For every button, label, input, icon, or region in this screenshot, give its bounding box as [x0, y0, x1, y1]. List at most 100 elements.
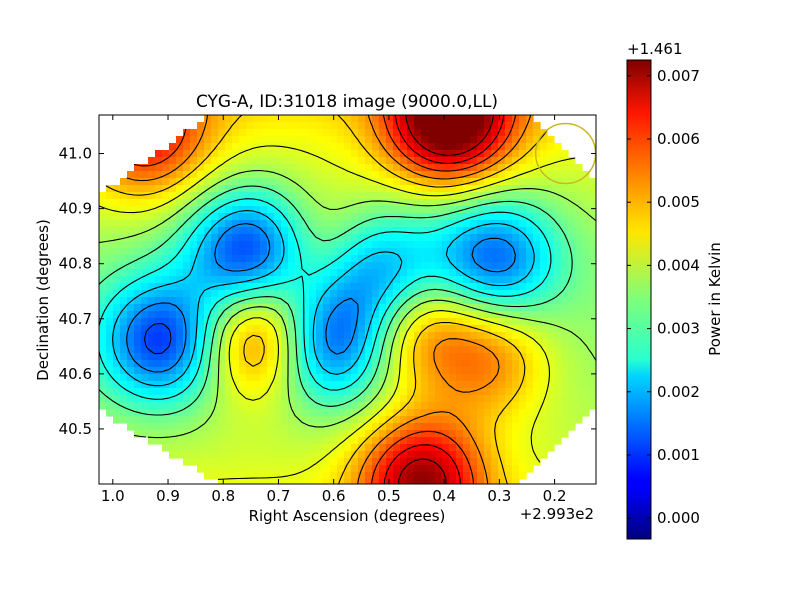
- heatmap-cell: [127, 395, 135, 403]
- heatmap-cell: [463, 122, 471, 130]
- heatmap-cell: [505, 157, 513, 165]
- heatmap-cell: [302, 430, 310, 438]
- heatmap-cell: [281, 444, 289, 452]
- heatmap-cell: [344, 192, 352, 200]
- heatmap-cell: [386, 157, 394, 165]
- heatmap-cell: [561, 290, 569, 298]
- heatmap-cell: [246, 234, 254, 242]
- heatmap-cell: [512, 122, 520, 130]
- heatmap-cell: [330, 367, 338, 375]
- heatmap-cell: [246, 318, 254, 326]
- heatmap-cell: [407, 353, 415, 361]
- heatmap-cell: [372, 381, 380, 389]
- heatmap-cell: [386, 199, 394, 207]
- heatmap-cell: [295, 227, 303, 235]
- heatmap-cell: [435, 423, 443, 431]
- heatmap-cell: [148, 199, 156, 207]
- heatmap-cell: [330, 444, 338, 452]
- heatmap-cell: [519, 444, 527, 452]
- heatmap-cell: [575, 276, 583, 284]
- heatmap-cell: [337, 248, 345, 256]
- heatmap-cell: [456, 458, 464, 466]
- heatmap-cell: [463, 276, 471, 284]
- heatmap-cell: [337, 339, 345, 347]
- heatmap-cell: [512, 150, 520, 158]
- heatmap-cell: [113, 227, 121, 235]
- heatmap-cell: [568, 374, 576, 382]
- heatmap-cell: [358, 458, 366, 466]
- heatmap-cell: [393, 444, 401, 452]
- heatmap-cell: [351, 206, 359, 214]
- heatmap-cell: [316, 150, 324, 158]
- heatmap-cell: [540, 234, 548, 242]
- heatmap-cell: [512, 269, 520, 277]
- heatmap-cell: [183, 297, 191, 305]
- heatmap-cell: [176, 143, 184, 151]
- heatmap-cell: [106, 402, 114, 410]
- heatmap-cell: [302, 346, 310, 354]
- heatmap-cell: [547, 339, 555, 347]
- heatmap-cell: [358, 115, 366, 123]
- heatmap-cell: [484, 185, 492, 193]
- heatmap-cell: [470, 430, 478, 438]
- heatmap-cell: [414, 346, 422, 354]
- heatmap-cell: [491, 318, 499, 326]
- heatmap-cell: [365, 192, 373, 200]
- heatmap-cell: [554, 241, 562, 249]
- heatmap-cell: [526, 276, 534, 284]
- heatmap-cell: [211, 241, 219, 249]
- heatmap-cell: [379, 388, 387, 396]
- heatmap-cell: [561, 171, 569, 179]
- heatmap-cell: [575, 353, 583, 361]
- heatmap-cell: [134, 206, 142, 214]
- heatmap-cell: [218, 458, 226, 466]
- heatmap-cell: [491, 248, 499, 256]
- heatmap-cell: [302, 416, 310, 424]
- heatmap-cell: [288, 458, 296, 466]
- heatmap-cell: [414, 199, 422, 207]
- heatmap-cell: [176, 304, 184, 312]
- heatmap-cell: [435, 234, 443, 242]
- heatmap-cell: [337, 311, 345, 319]
- heatmap-cell: [204, 465, 212, 473]
- heatmap-cell: [400, 353, 408, 361]
- heatmap-cell: [211, 311, 219, 319]
- heatmap-cell: [484, 234, 492, 242]
- heatmap-cell: [582, 332, 590, 340]
- heatmap-cell: [379, 178, 387, 186]
- heatmap-cell: [155, 437, 163, 445]
- heatmap-cell: [505, 129, 513, 137]
- heatmap-cell: [267, 346, 275, 354]
- heatmap-cell: [190, 220, 198, 228]
- heatmap-cell: [505, 311, 513, 319]
- heatmap-cell: [470, 367, 478, 375]
- heatmap-cell: [218, 360, 226, 368]
- colorbar-tick-label: 0.001: [657, 446, 700, 464]
- heatmap-cell: [267, 472, 275, 480]
- heatmap-cell: [274, 304, 282, 312]
- heatmap-cell: [246, 423, 254, 431]
- heatmap-cell: [505, 262, 513, 270]
- heatmap-cell: [512, 444, 520, 452]
- heatmap-cell: [162, 353, 170, 361]
- x-tick-label: 0.6: [322, 487, 346, 505]
- heatmap-cell: [211, 143, 219, 151]
- heatmap-cell: [176, 213, 184, 221]
- heatmap-cell: [554, 304, 562, 312]
- heatmap-cell: [323, 346, 331, 354]
- heatmap-cell: [337, 227, 345, 235]
- heatmap-cell: [407, 346, 415, 354]
- heatmap-cell: [183, 241, 191, 249]
- heatmap-cell: [169, 143, 177, 151]
- heatmap-cell: [197, 143, 205, 151]
- heatmap-cell: [540, 150, 548, 158]
- heatmap-cell: [526, 150, 534, 158]
- heatmap-cell: [288, 213, 296, 221]
- heatmap-cell: [484, 458, 492, 466]
- heatmap-cell: [393, 465, 401, 473]
- heatmap-cell: [190, 374, 198, 382]
- heatmap-cell: [351, 458, 359, 466]
- heatmap-cell: [505, 283, 513, 291]
- heatmap-cell: [162, 437, 170, 445]
- heatmap-cell: [540, 269, 548, 277]
